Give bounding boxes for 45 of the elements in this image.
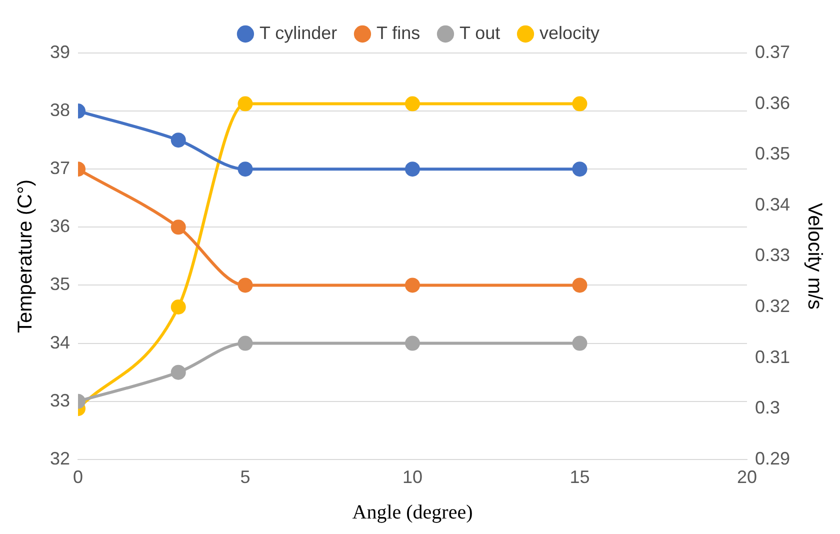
x-axis-title: Angle (degree) [352, 501, 473, 524]
y-tick-label: 35 [50, 274, 70, 294]
y-tick-label: 34 [50, 332, 70, 352]
y2-tick-label: 0.37 [754, 42, 790, 62]
point [170, 364, 186, 380]
x-tick-label: 5 [240, 467, 250, 488]
point [238, 162, 253, 177]
legend-label: T fins [376, 22, 420, 43]
y2-tick-label: 0.36 [754, 92, 790, 113]
y-axis-title: Temperature (C°) [14, 179, 37, 333]
y2-tick-label: 0.33 [754, 245, 790, 266]
point [404, 162, 420, 177]
x-tick-label: 10 [402, 467, 423, 488]
x-tick-label: 0 [73, 467, 84, 488]
y2-tick-label: 0.32 [754, 296, 790, 316]
y-tick-label: 36 [50, 216, 70, 236]
point [572, 278, 588, 293]
legend-label: T cylinder [259, 22, 338, 43]
y-tick-label: 37 [50, 158, 70, 178]
y-tick-label: 38 [50, 100, 70, 120]
point [238, 336, 253, 351]
point [404, 336, 420, 351]
y2-tick-label: 0.35 [754, 144, 790, 164]
point [170, 132, 186, 148]
y2-tick-label: 0.31 [754, 346, 790, 367]
y2-tick-label: 0.3 [754, 398, 780, 418]
y-tick-label: 39 [50, 42, 70, 62]
y2-axis-title: Velocity m/s [803, 202, 826, 310]
y2-tick-label: 0.34 [754, 194, 790, 214]
point [238, 278, 253, 293]
y-tick-label: 32 [50, 448, 70, 468]
point [404, 96, 420, 112]
x-tick-label: 20 [736, 467, 757, 488]
legend-label: velocity [540, 22, 600, 43]
point [238, 96, 253, 112]
legend-label: T out [459, 22, 500, 43]
y2-tick-label: 0.29 [754, 448, 790, 468]
point [170, 220, 186, 235]
point [572, 336, 588, 351]
point [572, 162, 588, 177]
y-tick-label: 33 [50, 390, 70, 410]
point [170, 300, 186, 314]
point [404, 278, 420, 293]
x-tick-label: 15 [570, 467, 590, 488]
point [572, 96, 588, 112]
